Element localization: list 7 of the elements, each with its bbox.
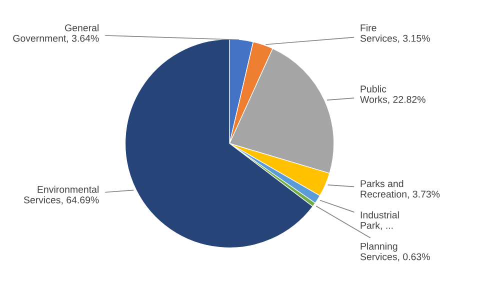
slice-label: General Government, 3.64% <box>13 24 99 43</box>
slice-label: Planning Services, 0.63% <box>360 242 430 262</box>
slice-label: Environmental Services, 64.69% <box>24 186 99 205</box>
slice-label: Public Works, 22.82% <box>360 85 426 104</box>
slice-label: Fire Services, 3.15% <box>360 24 430 43</box>
slice-label: Parks and Recreation, 3.73% <box>360 180 440 199</box>
slice-label: Industrial Park, ... <box>360 211 399 230</box>
